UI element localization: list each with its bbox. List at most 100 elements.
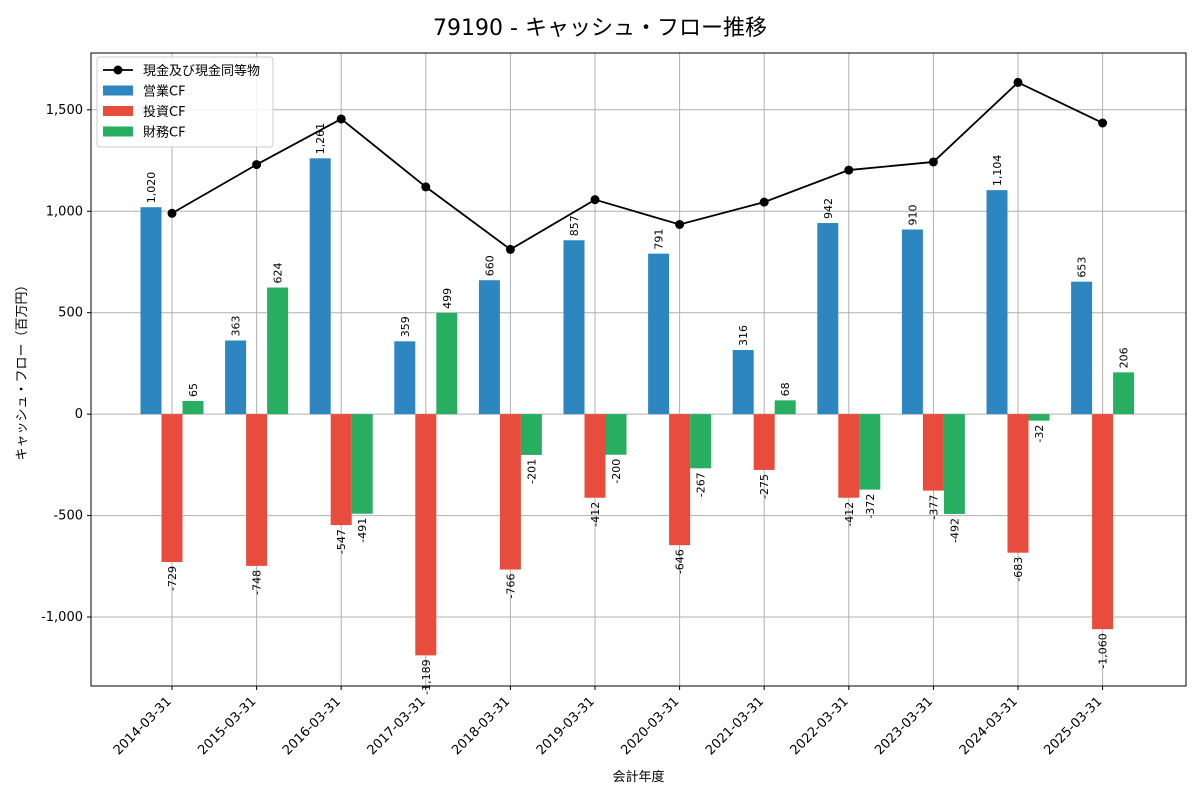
line-point-2019-03-31 <box>590 195 600 205</box>
bar-財務CF-2022-03-31 <box>859 414 881 490</box>
bar-営業CF-2014-03-31 <box>140 207 162 415</box>
data-label: 910 <box>906 205 919 226</box>
line-point-2022-03-31 <box>844 165 854 175</box>
bar-営業CF-2020-03-31 <box>648 253 670 415</box>
bar-投資CF-2014-03-31 <box>161 414 183 563</box>
line-point-2020-03-31 <box>675 219 685 229</box>
bar-営業CF-2021-03-31 <box>732 350 754 415</box>
line-point-2016-03-31 <box>336 114 346 124</box>
data-label: -683 <box>1012 557 1025 582</box>
data-label: -729 <box>166 566 179 591</box>
y-tick-label: -500 <box>53 509 83 524</box>
data-label: -748 <box>251 570 264 595</box>
data-label: -766 <box>504 574 517 599</box>
data-label: 1,020 <box>145 172 158 204</box>
bar-投資CF-2018-03-31 <box>499 414 521 570</box>
x-tick-label: 2021-03-31 <box>703 694 767 758</box>
line-point-2014-03-31 <box>167 208 177 218</box>
line-point-2021-03-31 <box>759 197 769 207</box>
x-tick-label: 2023-03-31 <box>872 694 936 758</box>
line-point-2018-03-31 <box>505 244 515 254</box>
x-tick-label: 2022-03-31 <box>788 694 852 758</box>
data-label: -492 <box>948 518 961 543</box>
y-axis-label: キャッシュ・フロー（百万円） <box>15 278 30 460</box>
bar-財務CF-2021-03-31 <box>774 400 796 415</box>
legend-bar-swatch <box>103 126 133 137</box>
data-label: 359 <box>399 316 412 337</box>
data-label: 791 <box>653 229 666 250</box>
bar-財務CF-2025-03-31 <box>1113 372 1135 415</box>
data-label: -275 <box>758 474 771 499</box>
x-tick-label: 2015-03-31 <box>195 694 259 758</box>
data-label: 1,261 <box>314 123 327 155</box>
legend-bar-swatch <box>103 106 133 116</box>
legend-entry: 財務CF <box>143 126 186 141</box>
x-tick-label: 2025-03-31 <box>1041 694 1105 758</box>
bar-営業CF-2018-03-31 <box>478 280 500 415</box>
x-tick-label: 2018-03-31 <box>449 694 513 758</box>
bar-営業CF-2023-03-31 <box>901 229 923 415</box>
x-tick-label: 2020-03-31 <box>618 694 682 758</box>
data-label: 660 <box>483 255 496 276</box>
bar-投資CF-2020-03-31 <box>669 414 691 546</box>
data-label: -646 <box>674 549 687 574</box>
bar-投資CF-2025-03-31 <box>1092 414 1114 630</box>
plot-frame <box>90 52 1187 687</box>
legend-entry: 現金及び現金同等物 <box>143 63 260 79</box>
data-label: 206 <box>1118 347 1131 368</box>
bar-財務CF-2016-03-31 <box>351 414 373 514</box>
data-label: 624 <box>272 263 285 284</box>
bar-財務CF-2023-03-31 <box>943 414 965 514</box>
y-tick-label: 1,000 <box>46 204 83 219</box>
bar-投資CF-2017-03-31 <box>415 414 437 656</box>
x-axis-label: 会計年度 <box>612 769 664 785</box>
data-label: -491 <box>356 518 369 543</box>
x-tick-label: 2024-03-31 <box>957 694 1021 758</box>
data-label: 942 <box>822 198 835 219</box>
bar-営業CF-2016-03-31 <box>309 158 331 415</box>
legend-bar-swatch <box>103 85 133 96</box>
legend-entry: 営業CF <box>143 84 186 100</box>
bar-営業CF-2022-03-31 <box>817 223 839 415</box>
bar-投資CF-2023-03-31 <box>922 414 944 491</box>
data-label: -372 <box>864 494 877 519</box>
bar-投資CF-2016-03-31 <box>330 414 352 526</box>
x-tick-label: 2014-03-31 <box>111 694 175 758</box>
data-label: 857 <box>568 215 581 236</box>
data-label: 499 <box>441 288 454 309</box>
data-label: -547 <box>335 529 348 554</box>
x-tick-label: 2017-03-31 <box>365 694 429 758</box>
bar-投資CF-2022-03-31 <box>838 414 860 498</box>
data-label: -201 <box>525 459 538 484</box>
data-label: -377 <box>927 495 940 520</box>
data-label: -32 <box>1033 425 1046 443</box>
bar-財務CF-2018-03-31 <box>520 414 542 455</box>
x-tick-label: 2016-03-31 <box>280 694 344 758</box>
bar-投資CF-2021-03-31 <box>753 414 775 470</box>
bar-営業CF-2019-03-31 <box>563 240 585 415</box>
line-point-2024-03-31 <box>1013 77 1023 87</box>
bar-営業CF-2017-03-31 <box>394 341 416 415</box>
legend-line-marker <box>113 65 123 75</box>
data-label: -267 <box>695 472 708 497</box>
bar-営業CF-2015-03-31 <box>225 340 247 415</box>
legend-box <box>96 56 274 148</box>
y-tick-label: -1,000 <box>41 610 83 625</box>
bar-営業CF-2025-03-31 <box>1071 281 1093 415</box>
data-label: 363 <box>230 315 243 336</box>
bar-財務CF-2014-03-31 <box>182 400 204 415</box>
data-label: -1,060 <box>1097 633 1110 668</box>
chart-title: 79190 - キャッシュ・フロー推移 <box>433 16 767 41</box>
bar-財務CF-2019-03-31 <box>605 414 627 455</box>
line-point-2025-03-31 <box>1098 118 1108 128</box>
bar-投資CF-2019-03-31 <box>584 414 606 498</box>
bar-財務CF-2015-03-31 <box>267 287 289 415</box>
data-label: 1,104 <box>991 155 1004 187</box>
data-label: -200 <box>610 459 623 484</box>
data-label: 68 <box>779 382 792 396</box>
data-label: 653 <box>1076 257 1089 278</box>
y-tick-label: 500 <box>58 306 83 321</box>
data-label: 316 <box>737 325 750 346</box>
